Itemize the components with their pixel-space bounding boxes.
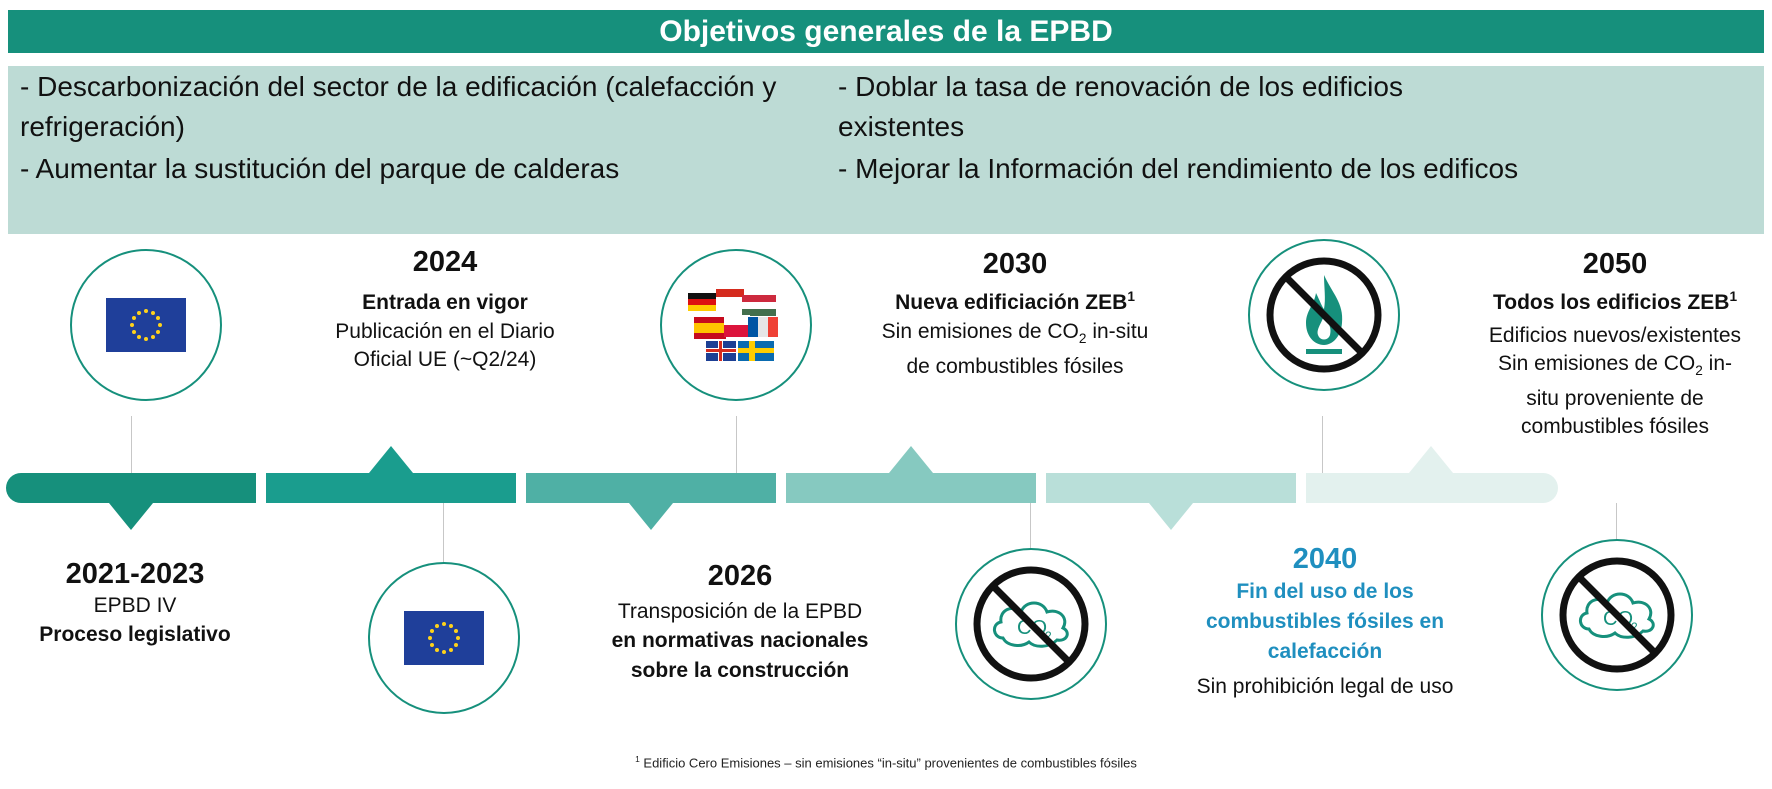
timeline-segment-2030 [786, 473, 1036, 503]
milestone-title: calefacción [1267, 640, 1383, 663]
milestone-2040: 2040 Fin del uso de los combustibles fós… [1170, 541, 1480, 701]
milestone-text: situ proveniente de [1526, 387, 1704, 411]
eu-flag-icon [368, 562, 520, 714]
timeline-segment-2050 [1306, 473, 1558, 503]
milestone-text: Sin prohibición legal de uso [1196, 675, 1454, 698]
objective-line: - Descarbonización del sector de la edif… [20, 71, 777, 102]
footnote-marker: 1 [635, 754, 640, 764]
footnote-ref: 1 [1127, 289, 1135, 304]
milestone-2026: 2026 Transposición de la EPBD en normati… [570, 558, 910, 686]
milestone-title: Nueva edificiación ZEB1 [850, 282, 1180, 318]
milestone-year: 2050 [1582, 248, 1648, 280]
objectives-panel: - Descarbonización del sector de la edif… [8, 66, 1764, 234]
connector-2050 [1616, 503, 1617, 563]
timeline-segment-2021 [6, 473, 256, 503]
objective-renovation: - Doblar la tasa de renovación de los ed… [838, 67, 1738, 147]
milestone-title-text: Todos los edificios ZEB [1492, 291, 1730, 314]
connector-2030 [1030, 503, 1031, 563]
objective-boilers: - Aumentar la sustitución del parque de … [20, 153, 620, 184]
footnote: 1 Edificio Cero Emisiones – sin emisione… [0, 754, 1772, 770]
milestone-text: Sin emisiones de CO2 in- [1460, 350, 1770, 385]
national-flags-icon [660, 249, 812, 401]
no-co2-icon: CO 2 [1541, 539, 1693, 691]
co2-subscript: 2 [1695, 363, 1703, 379]
milestone-text-part: in-situ [1086, 320, 1149, 343]
timeline-pointer-2024 [369, 446, 413, 473]
milestone-2030: 2030 Nueva edificiación ZEB1 Sin emision… [850, 246, 1180, 381]
connector-2024 [443, 503, 444, 563]
milestone-text: combustibles fósiles [1521, 415, 1709, 439]
objective-decarbonization: - Descarbonización del sector de la edif… [20, 67, 820, 147]
footnote-ref: 1 [1729, 289, 1738, 304]
milestone-text-part: Sin emisiones de CO [1497, 352, 1696, 375]
milestone-year: 2024 [412, 246, 478, 278]
milestone-title: Todos los edificios ZEB1 [1460, 282, 1770, 318]
milestone-text-bold: en normativas nacionales [611, 629, 869, 652]
milestone-title: Proceso legislativo [39, 623, 231, 646]
objective-line: - Doblar la tasa de renovación de los ed… [838, 71, 1403, 102]
co2-subscript: 2 [1631, 620, 1638, 634]
milestone-text: EPBD IV [93, 594, 177, 617]
eu-flag-icon [70, 249, 222, 401]
co2-subscript: 2 [1078, 331, 1087, 347]
milestone-text-part: in- [1702, 352, 1733, 375]
timeline-pointer-2030 [889, 446, 933, 473]
milestone-year: 2026 [707, 560, 773, 592]
page-title: Objetivos generales de la EPBD [8, 10, 1764, 53]
milestone-title-text: Nueva edificiación ZEB [895, 291, 1128, 314]
timeline-segment-2040 [1046, 473, 1296, 503]
connector-2040 [1322, 416, 1323, 473]
milestone-title: combustibles fósiles en [1205, 610, 1445, 633]
milestone-text: Publicación en el Diario [335, 320, 555, 343]
milestone-2021: 2021-2023 EPBD IV Proceso legislativo [20, 556, 250, 650]
timeline-pointer-2040 [1149, 503, 1193, 530]
milestone-year: 2021-2023 [65, 558, 205, 590]
connector-2021 [131, 416, 132, 473]
timeline-pointer-2050 [1409, 446, 1453, 473]
timeline-segment-2024 [266, 473, 516, 503]
no-flame-icon [1248, 239, 1400, 391]
timeline-pointer-2021 [109, 503, 153, 530]
milestone-text: Edificios nuevos/existentes [1488, 324, 1742, 347]
milestone-2050: 2050 Todos los edificios ZEB1 Edificios … [1460, 246, 1770, 441]
objective-line: existentes [838, 111, 965, 142]
timeline-segment-2026 [526, 473, 776, 503]
milestone-text-part: Sin emisiones de CO [881, 320, 1079, 343]
objective-information: - Mejorar la Información del rendimiento… [838, 153, 1519, 184]
milestone-title: Fin del uso de los [1236, 580, 1414, 603]
milestone-year: 2030 [982, 248, 1048, 280]
milestone-year: 2040 [1292, 543, 1358, 575]
co2-subscript: 2 [1045, 629, 1052, 643]
connector-2026 [736, 416, 737, 473]
milestone-text: Sin emisiones de CO2 in-situ [850, 318, 1180, 353]
footnote-text: Edificio Cero Emisiones – sin emisiones … [643, 755, 1137, 771]
milestone-text-bold: sobre la construcción [630, 659, 850, 682]
milestone-text: Oficial UE (~Q2/24) [353, 348, 537, 371]
timeline-pointer-2026 [629, 503, 673, 530]
milestone-text: de combustibles fósiles [906, 355, 1124, 379]
no-co2-icon: CO 2 [955, 548, 1107, 700]
milestone-2024: 2024 Entrada en vigor Publicación en el … [290, 244, 600, 374]
milestone-title: Entrada en vigor [362, 291, 528, 314]
objective-line: refrigeración) [20, 111, 185, 142]
milestone-text: Transposición de la EPBD [617, 600, 863, 623]
